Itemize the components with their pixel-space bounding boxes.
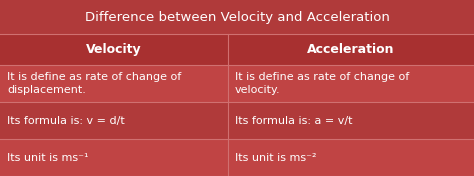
Text: It is define as rate of change of
displacement.: It is define as rate of change of displa… [7, 72, 182, 95]
FancyBboxPatch shape [0, 65, 474, 102]
Text: Acceleration: Acceleration [307, 43, 394, 56]
Text: Velocity: Velocity [86, 43, 142, 56]
Text: Its formula is: a = v/t: Its formula is: a = v/t [235, 116, 352, 125]
FancyBboxPatch shape [0, 102, 474, 139]
Text: It is define as rate of change of
velocity.: It is define as rate of change of veloci… [235, 72, 409, 95]
Text: Its unit is ms⁻²: Its unit is ms⁻² [235, 153, 316, 162]
FancyBboxPatch shape [0, 139, 474, 176]
Text: Its unit is ms⁻¹: Its unit is ms⁻¹ [7, 153, 89, 162]
Text: Its formula is: v = d/t: Its formula is: v = d/t [7, 116, 125, 125]
FancyBboxPatch shape [0, 0, 474, 34]
FancyBboxPatch shape [0, 34, 474, 65]
Text: Difference between Velocity and Acceleration: Difference between Velocity and Accelera… [84, 11, 390, 24]
